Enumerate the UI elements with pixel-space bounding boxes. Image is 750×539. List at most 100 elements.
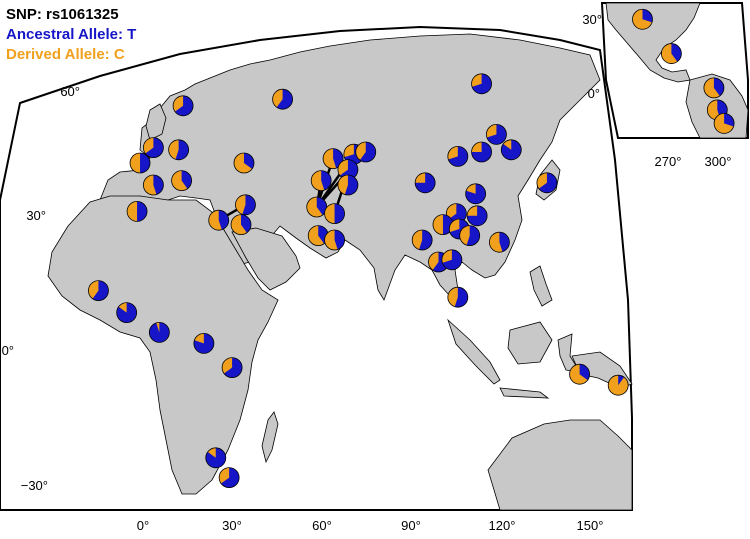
pie-outline <box>230 214 252 236</box>
population-pie <box>129 152 151 174</box>
population-pie <box>205 447 227 469</box>
pie-outline <box>703 77 725 99</box>
pie-outline <box>221 357 243 379</box>
population-pie <box>306 196 328 218</box>
population-pie <box>218 467 240 489</box>
pie-outline <box>272 88 293 110</box>
pie-outline <box>126 200 148 222</box>
derived-slice <box>471 142 482 152</box>
derived-slice <box>311 170 325 191</box>
pie-outline <box>486 123 507 145</box>
inset-map-ticks: 30° 0° 270° 300° <box>582 12 731 169</box>
pie-outline <box>235 194 256 216</box>
population-pie <box>486 123 507 145</box>
java <box>499 387 550 399</box>
derived-slice <box>130 153 141 173</box>
lon-tick: 30° <box>222 518 242 533</box>
lon-tick: 60° <box>312 518 332 533</box>
borneo <box>507 321 553 365</box>
derived-slice <box>208 210 222 231</box>
population-pie <box>569 363 590 385</box>
pie-outline <box>500 139 522 161</box>
pie-outline <box>218 467 240 489</box>
pie-outline <box>569 363 590 385</box>
population-pie <box>142 174 164 196</box>
lon-tick: 150° <box>577 518 604 533</box>
derived-slice <box>703 77 720 98</box>
population-pie <box>465 183 487 205</box>
derived-slice <box>447 287 458 307</box>
derived-slice <box>308 225 325 246</box>
philippines <box>529 265 553 307</box>
derived-slice <box>489 232 503 253</box>
snp-title: SNP: rs1061325 <box>6 6 119 23</box>
population-pie <box>221 357 243 379</box>
derived-slice <box>355 142 366 161</box>
derived-slice <box>459 225 470 246</box>
population-pie <box>488 231 510 253</box>
pie-outline <box>172 95 194 117</box>
derived-slice <box>449 219 460 233</box>
derived-slice <box>337 175 348 195</box>
inset-population-pie <box>661 43 682 64</box>
derived-slice <box>324 203 335 224</box>
derived-slice <box>412 230 423 250</box>
population-pie <box>459 225 481 247</box>
lat-tick: 0° <box>588 86 600 101</box>
population-pies <box>88 8 735 489</box>
pie-outline <box>322 148 344 170</box>
population-pie <box>447 145 469 167</box>
population-pie <box>414 172 436 194</box>
population-pie <box>607 374 629 396</box>
derived-slice <box>428 252 439 271</box>
pie-outline <box>205 447 227 469</box>
lat-tick: 30° <box>582 12 602 27</box>
pie-outline <box>171 170 193 192</box>
derived-slice <box>235 194 246 215</box>
derived-slice <box>432 214 443 235</box>
population-pie <box>471 73 492 95</box>
pie-outline <box>661 43 682 64</box>
pie-outline <box>337 174 359 196</box>
main-map-ticks: 60° 30° 0° −30° 0° 30° 60° 90° 120° 150° <box>2 84 604 533</box>
indonesia <box>447 318 501 385</box>
population-pie <box>172 95 194 117</box>
population-pie <box>168 139 190 161</box>
pie-outline <box>447 145 469 167</box>
pie-outline <box>193 332 215 354</box>
derived-slice <box>608 375 629 396</box>
arabia <box>231 227 301 291</box>
derived-legend: Derived Allele: C <box>6 46 125 63</box>
population-pie <box>230 214 252 236</box>
population-pie <box>441 249 463 271</box>
lat-tick: 60° <box>60 84 80 99</box>
derived-slice <box>171 170 188 191</box>
madagascar <box>261 411 279 464</box>
derived-slice <box>156 322 160 333</box>
australia <box>487 419 633 511</box>
pie-outline <box>355 141 377 163</box>
derived-slice <box>323 148 337 169</box>
derived-slice <box>467 205 478 216</box>
inset-population-pie <box>632 8 653 30</box>
population-pie <box>126 200 148 222</box>
population-pie <box>466 205 488 227</box>
population-pie <box>310 170 332 192</box>
pie-outline <box>310 170 332 192</box>
pie-outline <box>142 137 164 159</box>
population-pie <box>235 194 256 216</box>
pie-outline <box>471 73 492 95</box>
derived-slice <box>486 124 497 138</box>
derived-slice <box>569 364 588 385</box>
population-pie <box>88 280 109 302</box>
derived-slice <box>194 333 204 344</box>
derived-slice <box>127 201 138 222</box>
population-pie <box>471 141 492 163</box>
pie-outline <box>488 231 510 253</box>
derived-slice <box>447 146 458 160</box>
derived-slice <box>714 113 734 134</box>
pie-outline <box>466 205 488 227</box>
pie-outline <box>88 280 109 302</box>
lon-tick: 0° <box>137 518 149 533</box>
